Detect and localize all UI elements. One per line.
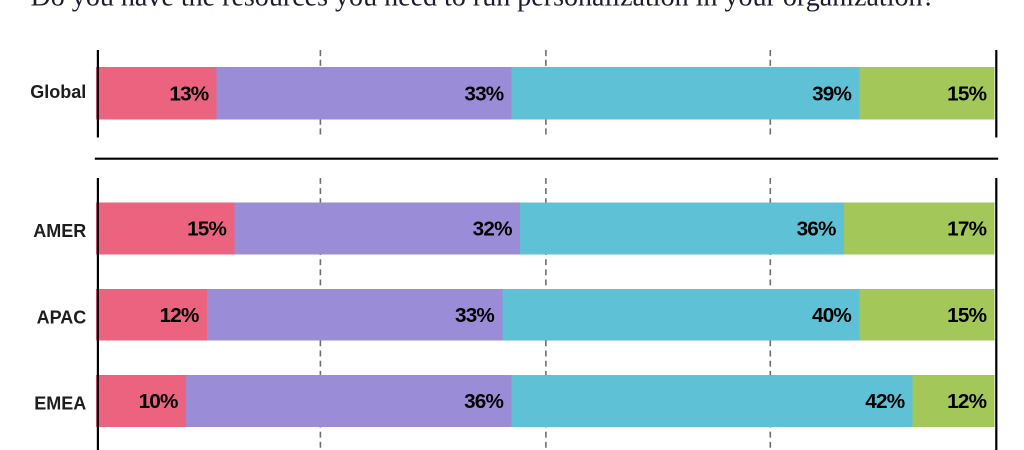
svg-text:12%: 12% [947,390,986,413]
svg-text:EMEA: EMEA [34,393,86,413]
svg-text:39%: 39% [812,83,851,106]
svg-text:10%: 10% [139,390,178,413]
svg-text:40%: 40% [812,304,851,327]
svg-text:15%: 15% [187,218,226,241]
svg-text:Global: Global [30,82,86,102]
svg-text:32%: 32% [473,218,512,241]
svg-text:15%: 15% [947,83,986,106]
svg-text:36%: 36% [464,390,503,413]
svg-text:17%: 17% [947,218,986,241]
svg-text:Do you have the resources you: Do you have the resources you need to ru… [31,0,936,13]
svg-text:33%: 33% [464,83,503,106]
svg-text:36%: 36% [797,218,836,241]
svg-text:15%: 15% [947,304,986,327]
svg-text:APAC: APAC [37,307,87,327]
svg-text:13%: 13% [169,83,208,106]
svg-text:AMER: AMER [33,221,86,241]
svg-text:12%: 12% [160,304,199,327]
svg-text:42%: 42% [865,390,904,413]
svg-text:33%: 33% [455,304,494,327]
